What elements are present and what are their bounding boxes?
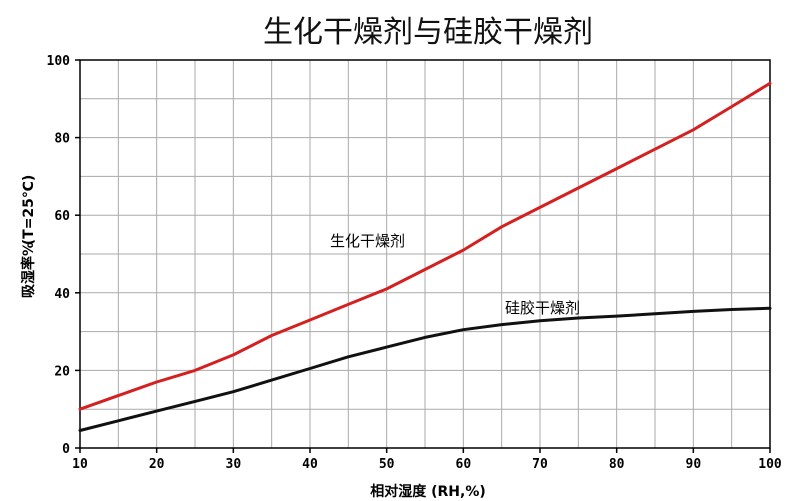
x-tick-label: 70 [532, 457, 548, 472]
y-axis-sublabel: (T=25℃) [21, 175, 37, 246]
x-tick-label: 40 [302, 457, 318, 472]
x-axis-label: 相对湿度 (RH,%) [370, 483, 486, 500]
series-label-silica: 硅胶干燥剂 [505, 299, 580, 317]
chart-title: 生化干燥剂与硅胶干燥剂 [263, 15, 593, 50]
series-line-silica [78, 306, 772, 432]
y-tick-label: 100 [47, 54, 71, 69]
series-line-bio [78, 81, 772, 411]
y-tick-label: 60 [54, 209, 70, 224]
y-tick-label: 40 [54, 287, 70, 302]
y-ticks: 0 20 40 60 80 100 [47, 54, 80, 457]
x-tick-label: 90 [686, 457, 702, 472]
x-tick-label: 100 [758, 457, 782, 472]
series-label-bio: 生化干燥剂 [330, 232, 405, 250]
x-tick-label: 60 [456, 457, 472, 472]
y-tick-label: 80 [54, 132, 70, 147]
x-tick-label: 30 [226, 457, 242, 472]
y-axis-label: 吸湿率% [20, 242, 37, 298]
plot-frame [79, 59, 771, 449]
x-tick-label: 10 [72, 457, 88, 472]
y-tick-label: 0 [62, 442, 70, 457]
x-ticks: 10 20 30 40 50 60 70 80 90 100 [72, 448, 782, 472]
x-tick-label: 20 [149, 457, 165, 472]
grid [79, 59, 771, 449]
x-tick-label: 50 [379, 457, 395, 472]
y-tick-label: 20 [54, 364, 70, 379]
x-tick-label: 80 [609, 457, 625, 472]
series-lines [78, 81, 772, 432]
